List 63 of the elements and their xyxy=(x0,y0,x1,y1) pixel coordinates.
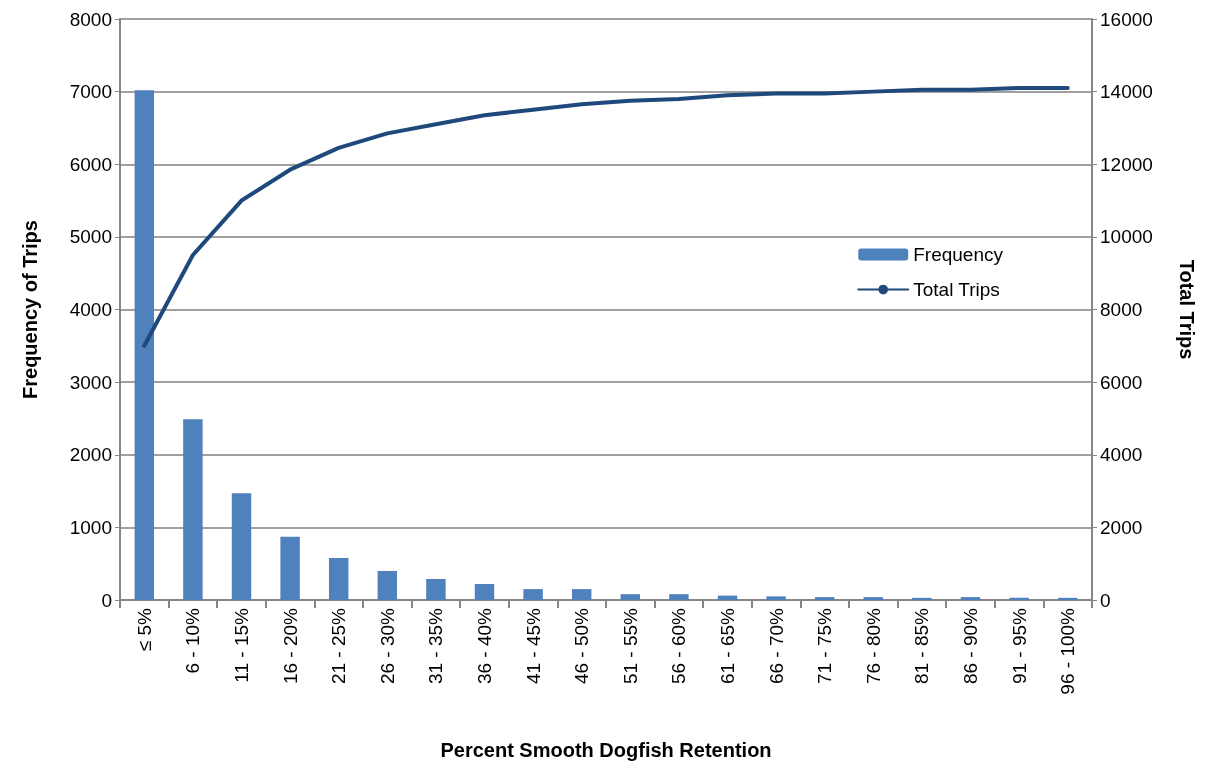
x-tick-label: 71 - 75% xyxy=(814,607,836,685)
bar xyxy=(960,597,981,600)
bar xyxy=(620,594,641,600)
y2-tick-label: 14000 xyxy=(1100,81,1153,103)
y-tick-label: 4000 xyxy=(69,299,112,320)
bar xyxy=(912,597,932,600)
line-series xyxy=(142,85,1070,348)
bar xyxy=(377,570,398,600)
bar xyxy=(523,589,543,600)
bar xyxy=(766,596,786,600)
y2-tick-label: 16000 xyxy=(1100,8,1153,30)
x-tick-label: 91 - 95% xyxy=(1008,607,1030,685)
bar xyxy=(426,578,446,600)
x-tick-label: 16 - 20% xyxy=(279,607,301,685)
bar xyxy=(134,90,155,600)
y-tick-label: 0 xyxy=(101,589,112,611)
x-tick-label: ≤ 5% xyxy=(133,607,155,652)
y2-axis-title: Total Trips xyxy=(1176,259,1198,360)
y-tick-label: 2000 xyxy=(69,444,112,466)
legend-label: Total Trips xyxy=(913,279,1000,300)
y-axis-title: Frequency of Trips xyxy=(19,220,41,399)
x-tick-label: 31 - 35% xyxy=(425,607,447,685)
bar xyxy=(183,419,203,600)
y2-tick-label: 12000 xyxy=(1100,153,1153,175)
x-tick-label: 81 - 85% xyxy=(911,607,933,685)
x-tick-label: 96 - 100% xyxy=(1057,607,1079,695)
bar xyxy=(863,597,884,600)
legend-label: Frequency xyxy=(913,244,1004,265)
y-tick-label: 5000 xyxy=(69,226,112,248)
x-tick-label: 76 - 80% xyxy=(862,607,884,685)
bar xyxy=(1009,597,1029,600)
x-tick-label: 51 - 55% xyxy=(619,607,641,685)
bar xyxy=(814,597,835,600)
y-tick-label: 7000 xyxy=(69,81,112,103)
y2-tick-label: 4000 xyxy=(1100,444,1143,466)
bar xyxy=(328,557,349,600)
x-tick-label: 21 - 25% xyxy=(328,607,350,685)
y-tick-label: 6000 xyxy=(69,153,112,175)
x-axis-title: Percent Smooth Dogfish Retention xyxy=(440,739,772,761)
x-tick-label: 66 - 70% xyxy=(765,607,787,685)
bar xyxy=(571,589,592,600)
bar xyxy=(1057,597,1078,600)
y2-tick-label: 8000 xyxy=(1100,299,1143,320)
y-tick-label: 1000 xyxy=(69,516,112,538)
x-tick-label: 61 - 65% xyxy=(717,607,738,685)
y-tick-label: 8000 xyxy=(69,8,112,30)
x-tick-label: 26 - 30% xyxy=(376,607,398,685)
x-tick-label: 6 - 10% xyxy=(182,607,204,674)
x-tick-label: 41 - 45% xyxy=(522,607,544,685)
bar xyxy=(669,594,689,600)
x-tick-label: 56 - 60% xyxy=(668,607,690,685)
x-tick-label: 86 - 90% xyxy=(960,607,981,685)
y2-tick-label: 2000 xyxy=(1100,516,1143,538)
bar xyxy=(474,584,495,600)
x-tick-label: 11 - 15% xyxy=(231,607,252,683)
bar xyxy=(280,536,300,600)
y2-tick-label: 0 xyxy=(1100,589,1111,611)
bar xyxy=(231,493,252,600)
y2-tick-label: 6000 xyxy=(1100,371,1143,393)
y2-tick-label: 10000 xyxy=(1100,226,1153,248)
y-tick-label: 3000 xyxy=(69,371,112,393)
x-tick-label: 46 - 50% xyxy=(571,607,593,685)
x-tick-label: 36 - 40% xyxy=(474,607,495,685)
